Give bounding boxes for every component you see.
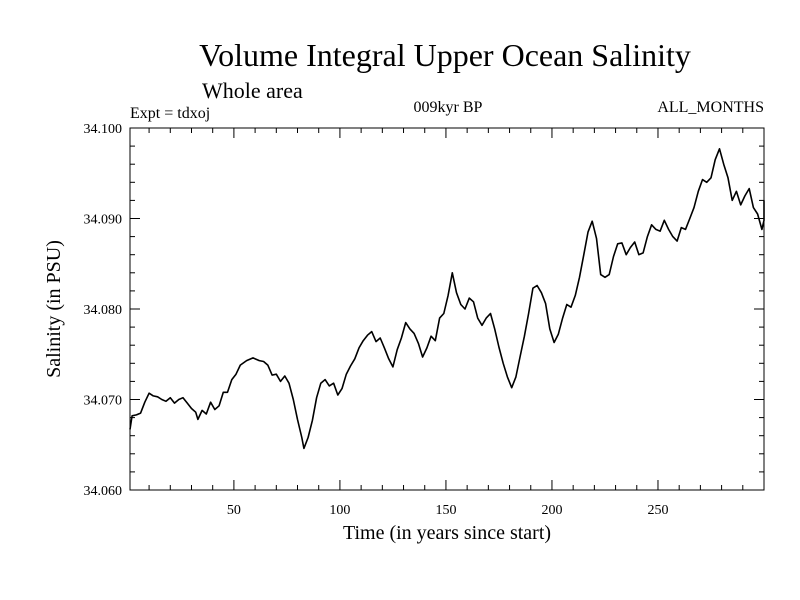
x-tick-label: 100	[329, 503, 350, 518]
axis-ticks	[130, 128, 764, 490]
plot-frame	[129, 127, 765, 491]
chart-subtitle: Whole area	[202, 78, 303, 103]
y-tick-label: 34.060	[84, 484, 123, 499]
y-tick-label: 34.070	[84, 394, 123, 409]
x-tick-label: 200	[541, 503, 562, 518]
x-tick-label: 250	[647, 503, 668, 518]
x-axis-label: Time (in years since start)	[343, 522, 551, 544]
x-tick-label: 50	[227, 503, 241, 518]
y-tick-label: 34.080	[84, 303, 123, 318]
y-tick-label: 34.100	[84, 122, 123, 137]
period-label: 009kyr BP	[414, 99, 483, 116]
tick-labels: 50 100 150 200 250 34.060 34.070 34.080 34.090 34…	[84, 122, 669, 518]
chart-title: Volume Integral Upper Ocean Salinity	[199, 37, 691, 73]
expt-label: Expt = tdxoj	[130, 105, 210, 122]
y-tick-label: 34.090	[84, 213, 123, 228]
series-line-salinity	[129, 148, 765, 450]
x-tick-label: 150	[435, 503, 456, 518]
y-axis-label: Salinity (in PSU)	[43, 240, 65, 378]
months-label: ALL_MONTHS	[657, 99, 764, 116]
